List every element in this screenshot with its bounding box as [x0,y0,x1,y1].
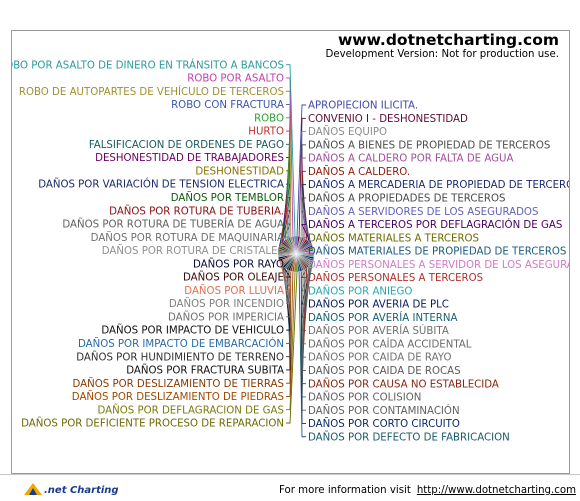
slice-label: DAÑOS A PROPIEDADES DE TERCEROS [308,191,506,204]
slice-label: ROBO CON FRACTURA [171,100,284,111]
watermark-title: www.dotnetcharting.com [337,31,559,49]
slice-label: DAÑOS POR ANIEGO [308,284,412,297]
leader-line [301,223,313,247]
leader-line [301,210,312,245]
slice-label: DAÑOS POR LLUVIA [184,284,284,297]
pie-chart: APROPIECION ILICITA. CONVENIO I - DESHONE… [12,58,569,443]
leader-line [301,197,311,243]
slice-label: ROBO POR ASALTO [187,74,284,85]
slice-label: FALSIFICACION DE ORDENES DE PAGO [89,140,284,151]
slice-label: DAÑOS POR OLEAJE [183,271,284,284]
slice-label: DAÑOS POR HUNDIMIENTO DE TERRENO [76,350,284,363]
leader-line [298,117,306,237]
slice-label: DAÑOS POR VARIACIÓN DE TENSION ELECTRICA [38,178,284,191]
leader-line [286,271,292,384]
leader-line [296,104,306,237]
slice-label: DAÑOS POR DESLIZAMIENTO DE PIEDRAS [72,390,284,403]
leader-line [286,269,291,358]
slice-label: DAÑOS POR COLISION [308,391,421,404]
slice-label: DAÑOS POR DEFECTO DE FABRICACION [308,430,510,443]
slice-label: ROBO DE AUTOPARTES DE VEHÍCULO DE TERCER… [19,85,284,98]
slice-label: DAÑOS POR AVERÍA INTERNA [308,311,457,324]
slice-label: DAÑOS POR CAIDA DE ROCAS [308,364,461,377]
slice-label: DAÑOS A TERCEROS POR DEFLAGRACIÓN DE GAS [308,218,562,231]
slice-label: ROBO [254,113,284,124]
slice-label: DAÑOS POR CAIDA DE RAYO [308,351,451,364]
slice-label: DAÑOS POR ROTURA DE TUBERÍA DE AGUA [62,218,284,231]
slice-label: DAÑOS MATERIALES DE PROPIEDAD DE TERCERO… [308,245,566,258]
slice-label: DAÑOS POR TEMBLOR [171,191,284,204]
dotnetcharting-logo-icon [24,483,42,495]
slice-label: DESHONESTIDAD DE TRABAJADORES [95,153,284,164]
slice-label: DAÑOS A BIENES DE PROPIEDAD DE TERCEROS [308,138,550,151]
leader-line [286,271,298,424]
slice-label: DAÑOS MATERIALES A TERCEROS [308,231,479,244]
slice-label: CONVENIO I - DESHONESTIDAD [308,114,468,125]
slice-label: DAÑOS POR ROTURA DE CRISTALES [102,244,284,257]
slice-label: DAÑOS A MERCADERIA DE PROPIEDAD DE TERCE… [308,178,569,191]
slice-label: DAÑOS POR CORTO CIRCUITO [308,417,460,430]
slice-label: DESHONESTIDAD [195,166,284,177]
slice-label: DAÑOS POR RAYO [193,257,284,270]
footer-link[interactable]: http://www.dotnetcharting.com [416,485,576,496]
slice-label: DAÑOS PERSONALES A TERCEROS [308,271,483,284]
slice-label: DAÑOS PERSONALES A SERVIDOR DE LOS ASEGU… [308,258,569,271]
leader-line [280,263,291,305]
slice-label: DAÑOS POR CAÍDA ACCIDENTAL [308,337,472,350]
footer-info: For more information visit http://www.dot… [279,485,576,496]
leader-line [300,131,306,237]
slice-label: DAÑOS POR AVERÍA SÚBITA [308,324,449,337]
watermark-subtitle: Development Version: Not for production … [325,49,560,60]
dotnetcharting-logo-text: .net Charting [44,485,119,496]
leader-line [301,144,306,238]
slice-label: DAÑOS POR DEFICIENTE PROCESO DE REPARACI… [21,417,284,430]
chart-frame: APROPIECION ILICITA. CONVENIO I - DESHONE… [11,30,570,474]
slice-label: APROPIECION ILICITA. [308,101,418,112]
slice-label: DAÑOS POR CAUSA NO ESTABLECIDA [308,377,499,390]
slice-label: DAÑOS POR ROTURA DE TUBERIA. [109,204,284,217]
slice-label: DAÑOS POR ROTURA DE MAQUINARIA [91,231,284,244]
leader-line [286,64,296,237]
slice-label: ROBO POR ASALTO DE DINERO EN TRÁNSITO A … [12,58,284,71]
slice-label: DAÑOS POR IMPERICIA [168,310,284,323]
slice-label: DAÑOS POR FRACTURA SUBITA [126,364,284,377]
slice-label: HURTO [248,127,284,138]
slice-label: DAÑOS A SERVIDORES DE LOS ASEGURADOS [308,205,538,218]
footer-bar: .net Charting For more information visit… [0,474,580,501]
leader-line [286,271,294,397]
leader-line [279,261,291,291]
slice-label: DAÑOS EQUIPO [308,125,387,138]
slice-labels: APROPIECION ILICITA. CONVENIO I - DESHONE… [12,58,569,443]
leader-line [298,271,306,438]
leader-line [286,271,296,411]
pie-slices [277,235,315,273]
slice-label: DAÑOS POR DESLIZAMIENTO DE TIERRAS [72,377,284,390]
slice-label: DAÑOS A CALDERO POR FALTA DE AGUA [308,152,514,165]
slice-label: DAÑOS POR INCENDIO [169,297,284,310]
slice-label: DAÑOS POR AVERIA DE PLC [308,298,449,311]
slice-label: DAÑOS POR IMPACTO DE EMBARCACIÓN [78,337,284,350]
pie-slice [293,235,297,255]
footer-info-label: For more information visit [279,485,411,496]
slice-label: DAÑOS POR DEFLAGRACION DE GAS [98,403,285,416]
slice-label: DAÑOS POR IMPACTO DE VEHICULO [101,324,284,337]
slice-label: DAÑOS A CALDERO. [308,165,410,178]
slice-label: DAÑOS POR CONTAMINACIÓN [308,404,460,417]
